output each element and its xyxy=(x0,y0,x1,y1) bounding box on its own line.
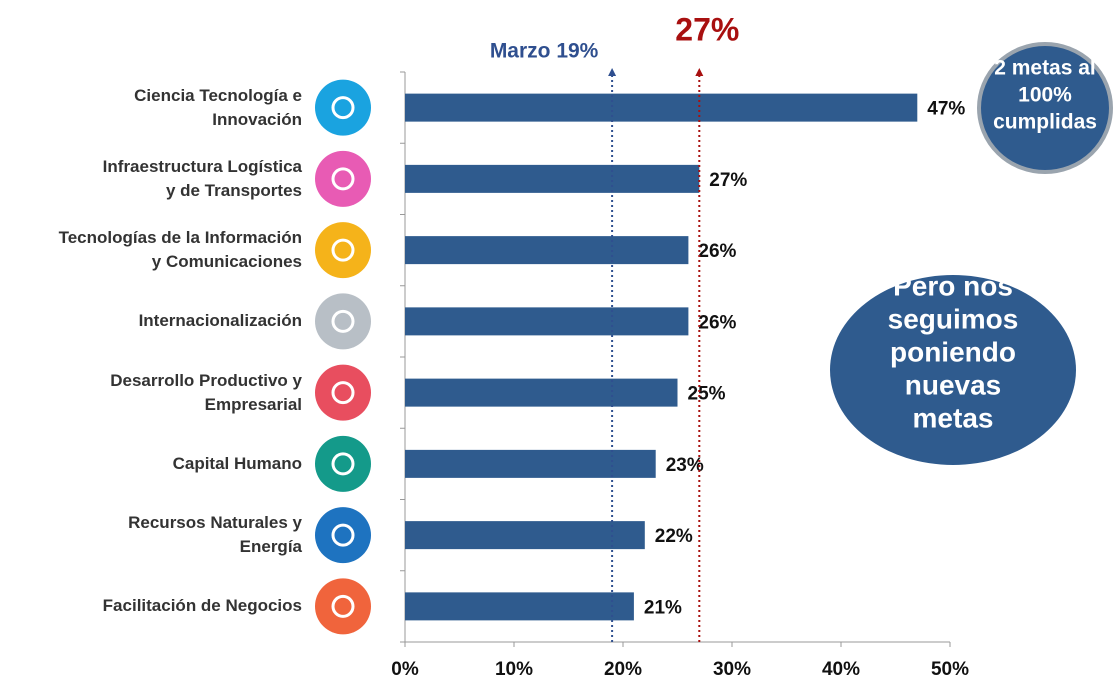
x-tick-label: 0% xyxy=(391,659,419,680)
category-label: Infraestructura Logística y de Transport… xyxy=(102,156,302,200)
category-icon xyxy=(315,364,371,421)
category-label: Tecnologías de la Información y Comunica… xyxy=(58,228,302,272)
value-label: 26% xyxy=(698,241,736,262)
bar xyxy=(405,236,689,265)
category-icon-glyph xyxy=(331,309,355,333)
category-icon xyxy=(315,293,371,350)
category-label: Capital Humano xyxy=(172,453,302,473)
category-icon-glyph xyxy=(331,381,355,405)
value-label: 27% xyxy=(709,170,747,191)
note-circle xyxy=(977,42,1113,174)
category-label: Recursos Naturales y Energía xyxy=(128,513,302,557)
category-label: Desarrollo Productivo y Empresarial xyxy=(110,370,302,414)
category-icon xyxy=(315,578,371,635)
value-label: 21% xyxy=(644,597,682,618)
x-tick-label: 10% xyxy=(495,659,533,680)
category-icon-glyph xyxy=(331,594,355,618)
bar xyxy=(405,307,689,336)
note-circle xyxy=(830,275,1076,465)
bar xyxy=(405,521,645,550)
category-icon xyxy=(315,435,371,492)
x-tick-label: 30% xyxy=(713,659,751,680)
reference-arrow xyxy=(695,68,704,76)
bar xyxy=(405,164,700,193)
value-label: 23% xyxy=(666,455,704,476)
x-tick-label: 20% xyxy=(604,659,642,680)
bar xyxy=(405,378,678,407)
bar xyxy=(405,592,634,621)
category-icon-glyph xyxy=(331,523,355,547)
reference-arrow xyxy=(608,68,617,76)
category-label: Internacionalización xyxy=(138,311,302,331)
value-label: 26% xyxy=(698,312,736,333)
category-icon xyxy=(315,150,371,207)
bar xyxy=(405,93,918,122)
category-icon-glyph xyxy=(331,452,355,476)
reference-label: Marzo 19% xyxy=(490,40,599,63)
annotation: Pero nos seguimos poniendo nuevas metas xyxy=(887,270,1019,434)
category-icon-glyph xyxy=(331,167,355,191)
category-icon xyxy=(315,79,371,136)
category-icon xyxy=(315,222,371,279)
category-label: Ciencia Tecnología e Innovación xyxy=(134,85,302,129)
reference-label: 27% xyxy=(675,11,739,47)
x-tick-label: 40% xyxy=(822,659,860,680)
value-label: 25% xyxy=(688,384,726,405)
value-label: 47% xyxy=(927,99,965,120)
annotation: 2 metas al 100% cumplidas xyxy=(993,56,1097,134)
bar xyxy=(405,449,656,478)
category-icon xyxy=(315,507,371,564)
category-label: Facilitación de Negocios xyxy=(102,596,302,616)
category-icon-glyph xyxy=(331,238,355,262)
x-tick-label: 50% xyxy=(931,659,969,680)
value-label: 22% xyxy=(655,526,693,547)
category-icon-glyph xyxy=(331,96,355,120)
